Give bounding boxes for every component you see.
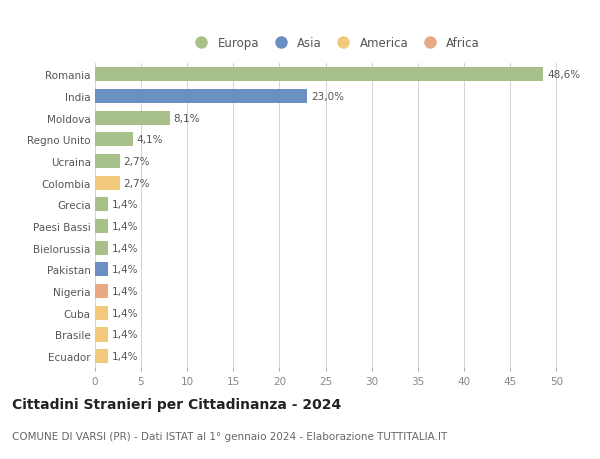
Text: Cittadini Stranieri per Cittadinanza - 2024: Cittadini Stranieri per Cittadinanza - 2… [12,397,341,411]
Bar [95,198,108,212]
Text: 1,4%: 1,4% [112,222,138,231]
Bar [95,263,108,277]
Bar [95,328,108,342]
Text: 8,1%: 8,1% [173,113,200,123]
Bar [95,349,108,364]
Bar [95,285,108,298]
Bar [95,155,120,168]
Text: 1,4%: 1,4% [112,286,138,297]
Legend: Europa, Asia, America, Africa: Europa, Asia, America, Africa [187,34,482,52]
Text: COMUNE DI VARSI (PR) - Dati ISTAT al 1° gennaio 2024 - Elaborazione TUTTITALIA.I: COMUNE DI VARSI (PR) - Dati ISTAT al 1° … [12,431,447,441]
Text: 23,0%: 23,0% [311,92,344,102]
Bar [95,306,108,320]
Bar [95,68,544,82]
Text: 1,4%: 1,4% [112,265,138,275]
Bar [95,219,108,234]
Text: 48,6%: 48,6% [547,70,580,80]
Text: 1,4%: 1,4% [112,243,138,253]
Text: 4,1%: 4,1% [136,135,163,145]
Text: 1,4%: 1,4% [112,330,138,340]
Bar [95,176,120,190]
Text: 1,4%: 1,4% [112,200,138,210]
Text: 1,4%: 1,4% [112,352,138,361]
Text: 2,7%: 2,7% [124,178,150,188]
Bar [95,241,108,255]
Bar [95,133,133,147]
Text: 1,4%: 1,4% [112,308,138,318]
Text: 2,7%: 2,7% [124,157,150,167]
Bar [95,90,307,104]
Bar [95,112,170,125]
